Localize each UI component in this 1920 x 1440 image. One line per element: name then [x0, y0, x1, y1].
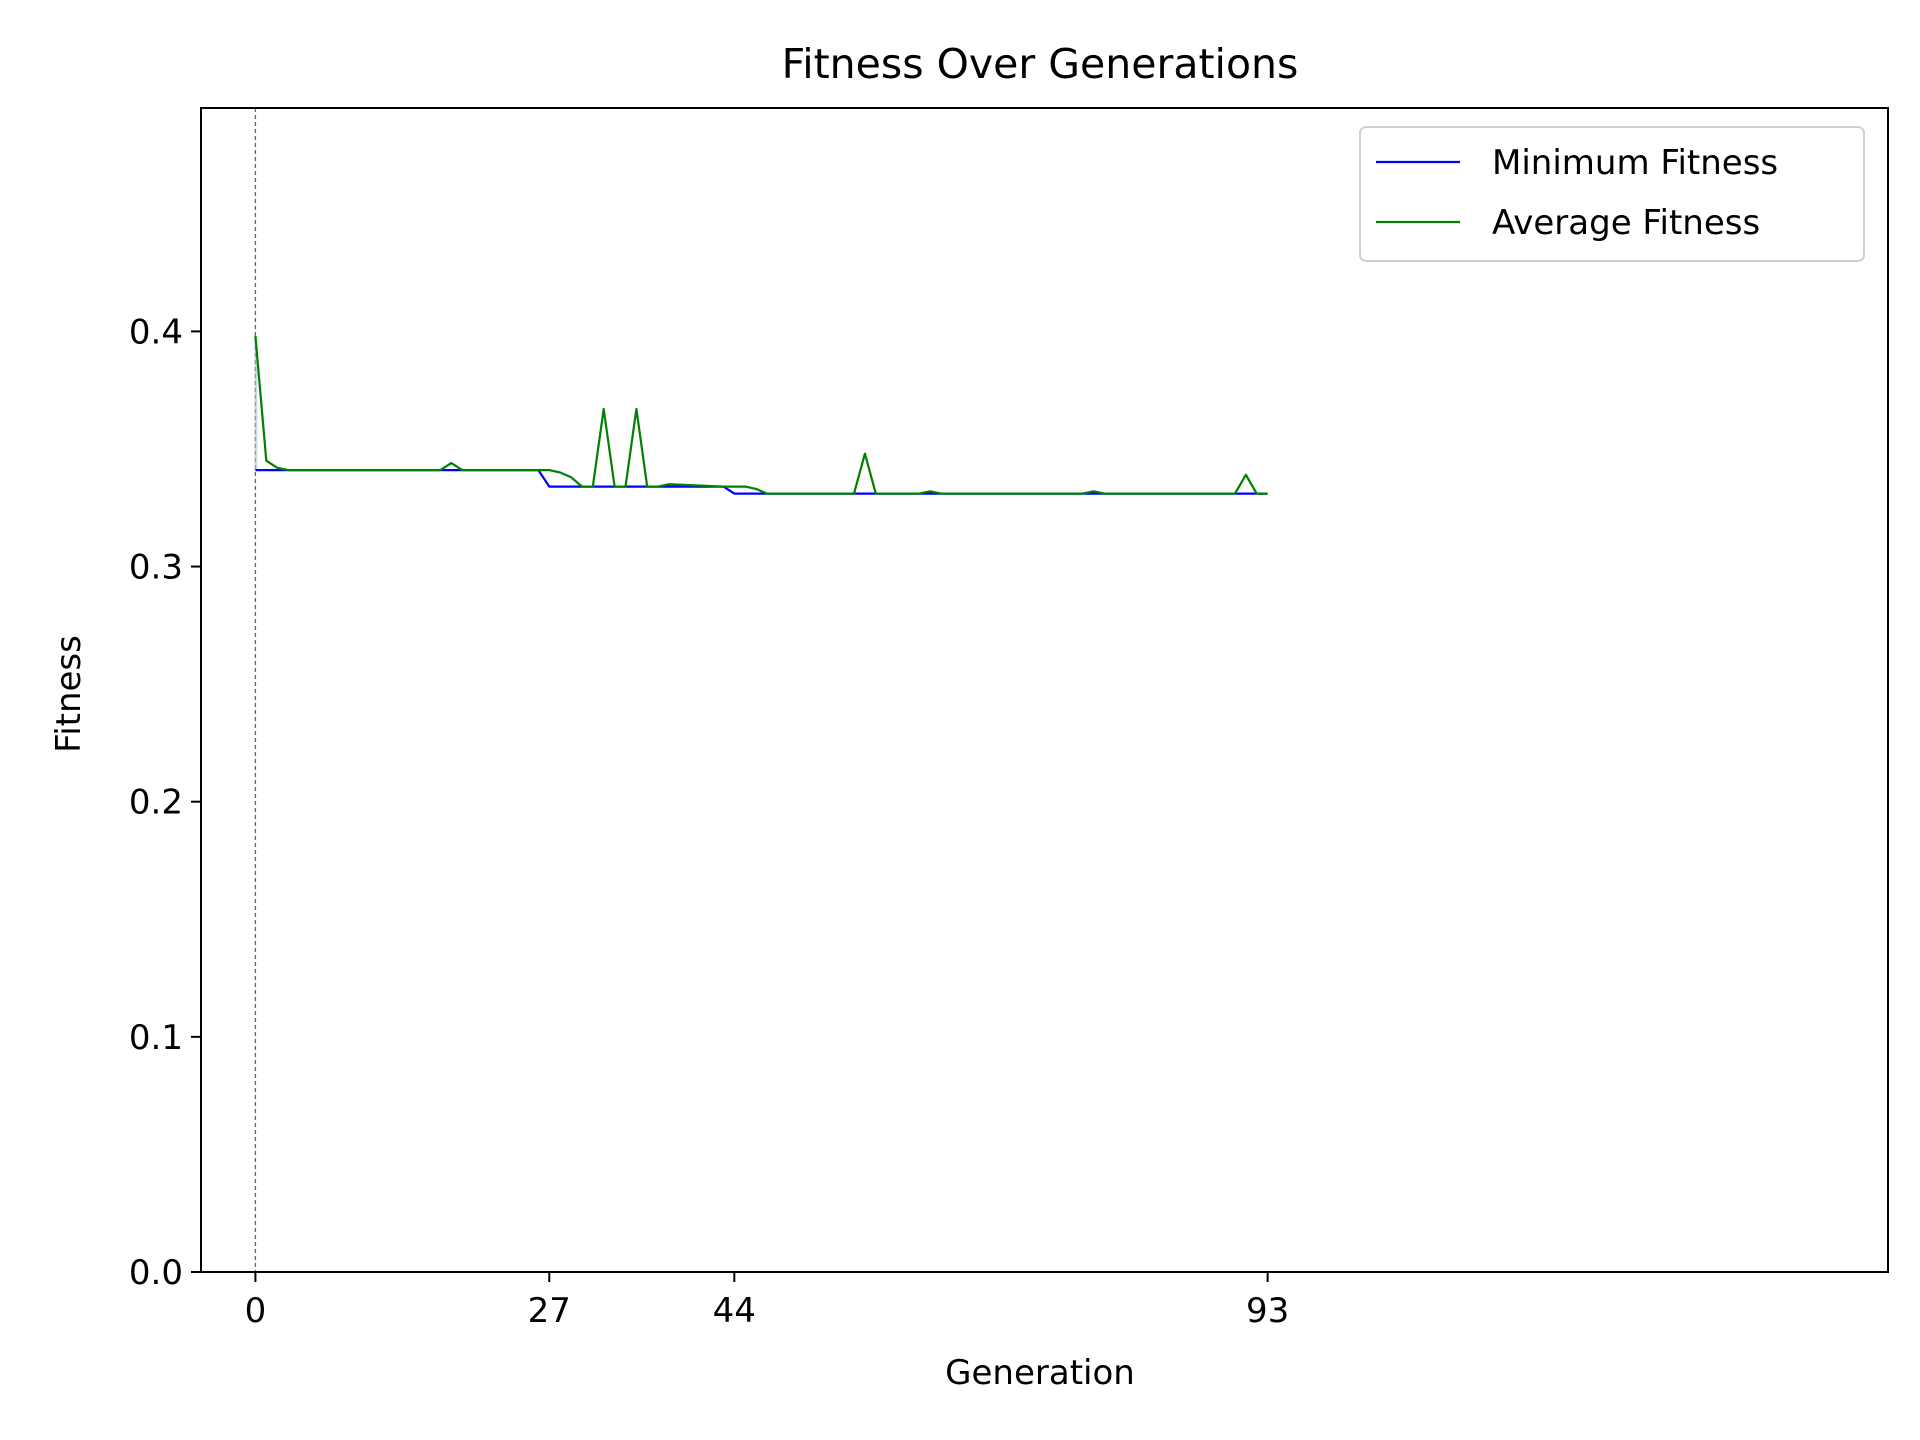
chart-title: Fitness Over Generations: [782, 40, 1299, 88]
x-tick-label: 0: [245, 1291, 267, 1331]
legend-box: [1359, 126, 1865, 262]
y-tick-label: 0.0: [129, 1253, 183, 1293]
y-tick-label: 0.2: [129, 783, 183, 823]
x-tick-label: 44: [713, 1291, 756, 1331]
plot-area: 0 27 44 93 0.0 0.1 0.2 0.3 0.4: [129, 107, 1889, 1331]
y-tick-label: 0.3: [129, 548, 183, 588]
legend: Minimum Fitness Average Fitness: [1359, 126, 1865, 262]
y-tick-label: 0.1: [129, 1018, 183, 1058]
legend-entry: Minimum Fitness: [1492, 143, 1778, 183]
x-tick-label: 93: [1246, 1291, 1289, 1331]
y-axis-label: Fitness: [49, 635, 89, 753]
y-tick-label: 0.4: [129, 312, 183, 352]
x-axis-label: Generation: [945, 1353, 1135, 1393]
x-tick-label: 27: [528, 1291, 571, 1331]
marker-shade: [254, 336, 258, 471]
axes-frame: [200, 107, 1889, 1273]
series-line-average-fitness: [254, 336, 1268, 495]
legend-entry: Average Fitness: [1492, 203, 1760, 243]
